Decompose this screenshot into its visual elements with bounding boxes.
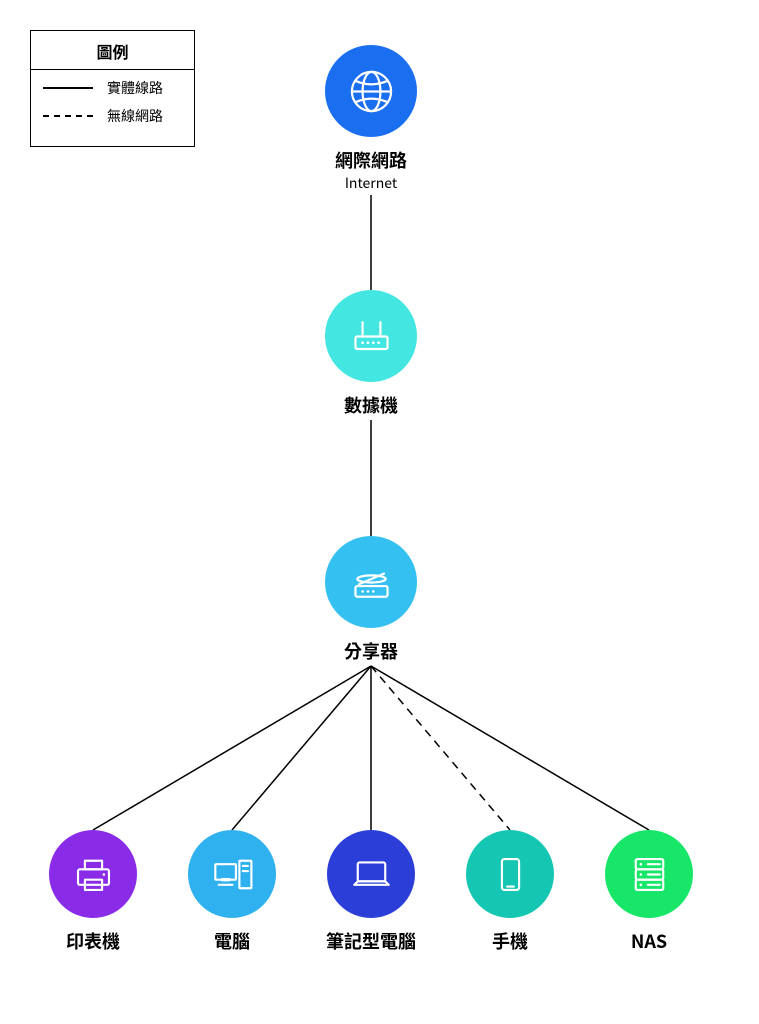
phone-icon (483, 847, 538, 902)
node-printer: 印表機 (49, 830, 137, 954)
legend-row-dashed: 無線網路 (43, 106, 182, 126)
node-circle-router (325, 536, 417, 628)
node-label-phone: 手機 (492, 928, 528, 954)
node-circle-printer (49, 830, 137, 918)
node-circle-laptop (327, 830, 415, 918)
edge-router-phone (371, 666, 510, 830)
legend-row-solid: 實體線路 (43, 78, 182, 98)
node-circle-nas (605, 830, 693, 918)
node-label-printer: 印表機 (66, 928, 120, 954)
globe-icon (343, 63, 400, 120)
node-phone: 手機 (466, 830, 554, 954)
nas-icon (622, 847, 677, 902)
node-internet: 網際網路Internet (325, 45, 417, 193)
node-label-router: 分享器 (344, 638, 398, 664)
legend-box: 圖例 實體線路 無線網路 (30, 30, 195, 147)
node-pc: 電腦 (188, 830, 276, 954)
node-circle-internet (325, 45, 417, 137)
router-icon (343, 554, 400, 611)
node-circle-modem (325, 290, 417, 382)
edge-router-nas (371, 666, 649, 830)
edge-router-pc (232, 666, 371, 830)
node-circle-pc (188, 830, 276, 918)
pc-icon (205, 847, 260, 902)
diagram-stage: 圖例 實體線路 無線網路 網際網路Internet (0, 0, 759, 1024)
node-label-modem: 數據機 (344, 392, 398, 418)
legend-swatch-solid (43, 87, 93, 89)
legend-title: 圖例 (43, 39, 182, 63)
node-label-pc: 電腦 (214, 928, 250, 954)
modem-icon (343, 308, 400, 365)
node-router: 分享器 (325, 536, 417, 664)
legend-label-solid: 實體線路 (107, 78, 163, 98)
node-circle-phone (466, 830, 554, 918)
node-label-internet: 網際網路 (335, 147, 407, 173)
node-nas: NAS (605, 830, 693, 954)
legend-label-dashed: 無線網路 (107, 106, 163, 126)
laptop-icon (344, 847, 399, 902)
node-modem: 數據機 (325, 290, 417, 418)
printer-icon (66, 847, 121, 902)
node-sublabel-internet: Internet (345, 173, 397, 193)
legend-swatch-dashed (43, 115, 93, 117)
edge-router-printer (93, 666, 371, 830)
legend-divider (31, 69, 194, 70)
node-laptop: 筆記型電腦 (326, 830, 416, 954)
node-label-nas: NAS (631, 928, 667, 954)
node-label-laptop: 筆記型電腦 (326, 928, 416, 954)
